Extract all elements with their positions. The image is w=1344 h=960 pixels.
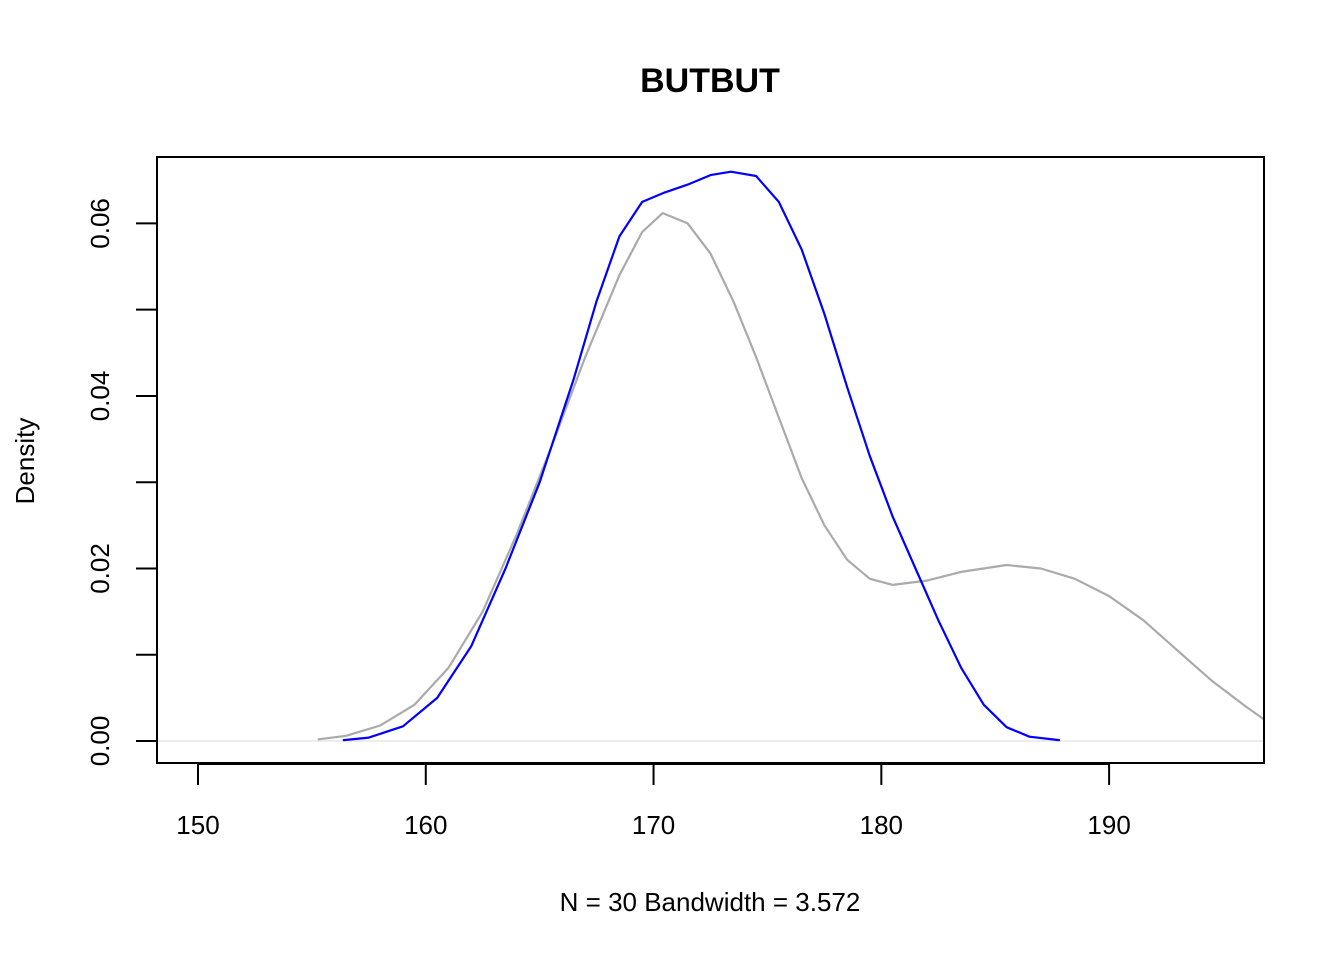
density-line-1 [317, 212, 1266, 741]
x-tick-label: 180 [860, 810, 903, 840]
x-tick-label: 150 [176, 810, 219, 840]
x-tick-label: 190 [1087, 810, 1130, 840]
y-tick-label: 0.00 [85, 716, 115, 767]
plot-area: 150 160 170 180 190 0.00 0.02 0.04 0.06 [85, 156, 1266, 840]
density-line-2 [342, 170, 1061, 742]
x-axis-label: N = 30 Bandwidth = 3.572 [560, 887, 861, 917]
y-axis-label: Density [10, 418, 40, 505]
x-tick-label: 160 [404, 810, 447, 840]
y-tick-label: 0.02 [85, 543, 115, 594]
x-tick-label: 170 [632, 810, 675, 840]
chart-title: BUTBUT [640, 62, 780, 100]
plot-frame [156, 156, 1265, 764]
y-tick-label: 0.04 [85, 371, 115, 422]
y-tick-label: 0.06 [85, 198, 115, 249]
